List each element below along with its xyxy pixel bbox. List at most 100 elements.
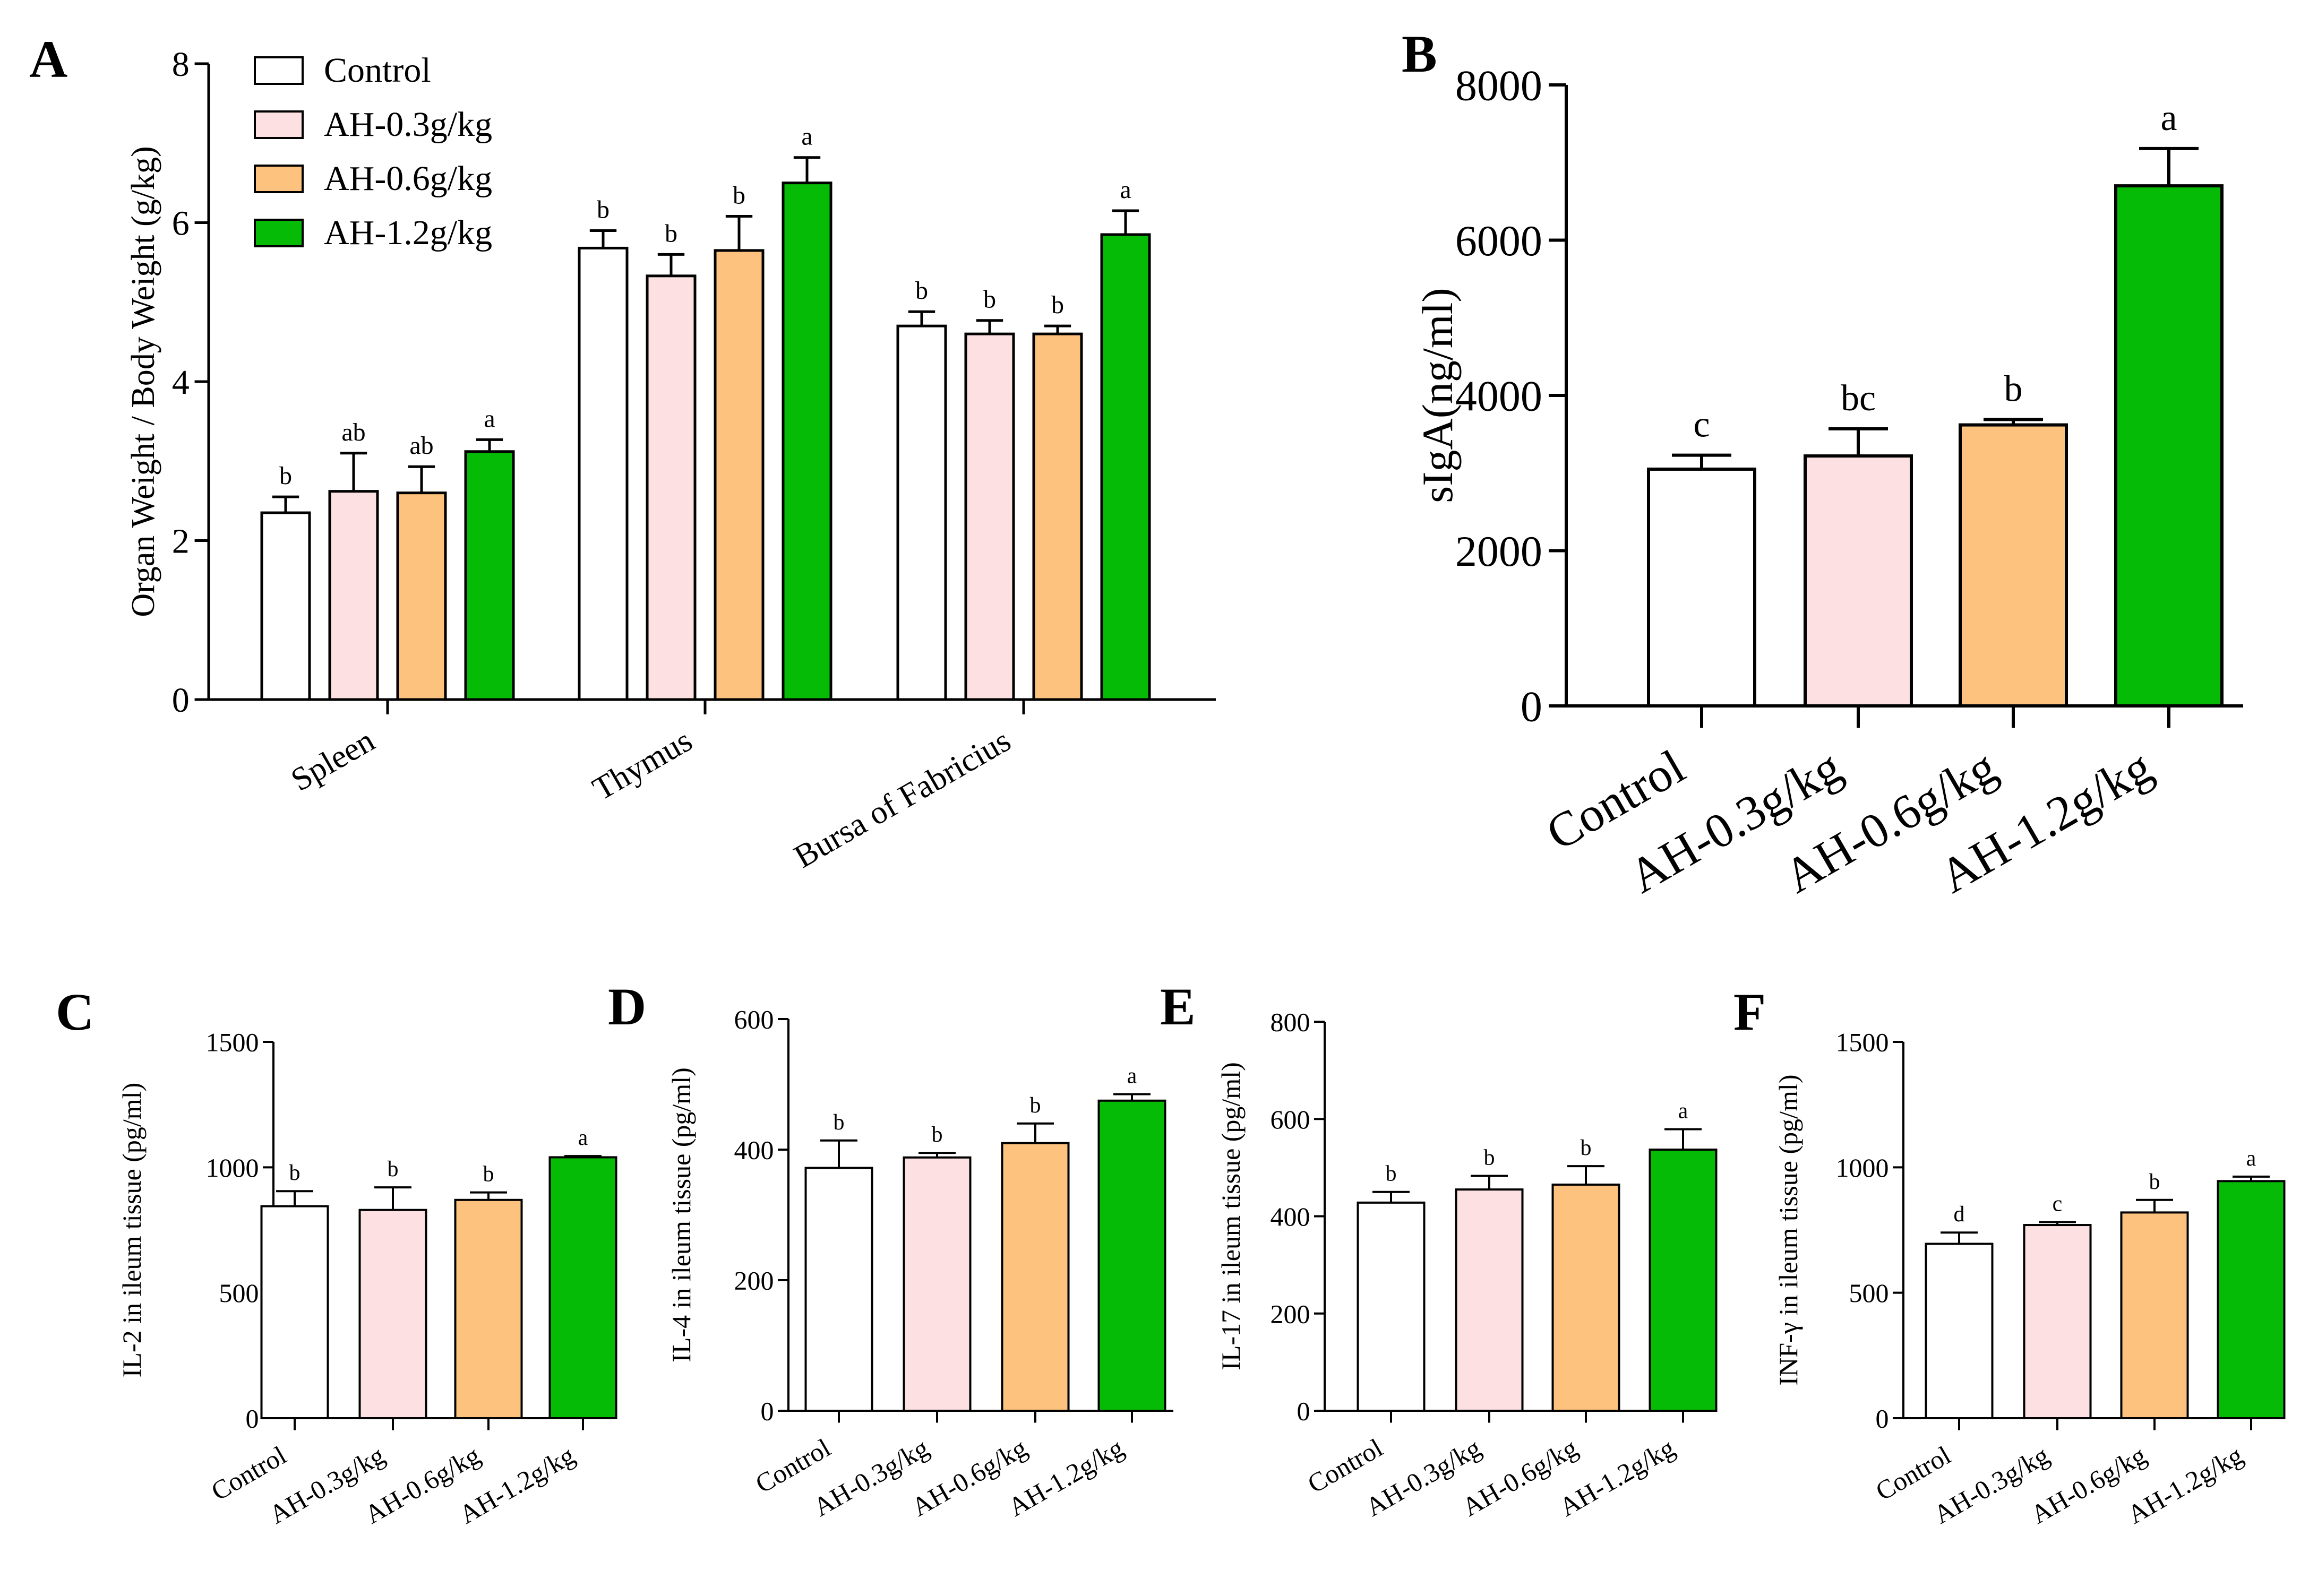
chart-C-y-axis-label: IL-2 in ileum tissue (pg/ml): [117, 1083, 147, 1377]
bar-b-ah-0-3g-kg-significance-label: bc: [1841, 378, 1876, 419]
chart-B-y-axis-label: sIgA(ng/ml): [1413, 288, 1462, 503]
chart-B-y-tick-label: 6000: [1455, 217, 1542, 265]
bar-a-spleen-ah-1-2g-kg-significance-label: a: [484, 404, 495, 433]
bar-d-control: [804, 1167, 873, 1412]
bar-e-control-significance-label: b: [1386, 1162, 1397, 1186]
bar-b-ah-1-2g-kg: [2114, 184, 2224, 708]
legend-swatch-control: [254, 56, 304, 85]
bar-a-spleen-control-significance-label: b: [279, 462, 292, 490]
legend-label-ah-0-3g-kg: AH-0.3g/kg: [324, 105, 492, 144]
bar-a-bursa-of-fabricius-ah-1-2g-kg: [1100, 233, 1151, 701]
chart-E-y-tick-label: 0: [1297, 1396, 1310, 1426]
bar-f-control: [1925, 1243, 1994, 1419]
panel-letter-c: C: [56, 982, 94, 1041]
chart-C-y-tick-label: 1500: [206, 1028, 259, 1057]
bar-a-bursa-of-fabricius-ah-0-6g-kg-significance-label: b: [1051, 291, 1064, 319]
bar-c-ah-0-6g-kg-significance-label: b: [483, 1162, 494, 1187]
bar-e-ah-0-3g-kg-significance-label: b: [1484, 1145, 1495, 1170]
bar-a-bursa-of-fabricius-ah-0-3g-kg: [964, 332, 1015, 701]
bar-c-ah-1-2g-kg: [548, 1156, 617, 1420]
chart-panel-f: 0 500 1000 1500 INF-γ in ileum tissue (pg/ml…: [1733, 982, 2286, 1530]
bar-a-bursa-of-fabricius-ah-1-2g-kg-significance-label: a: [1120, 176, 1131, 204]
bar-d-ah-1-2g-kg: [1097, 1099, 1166, 1412]
bar-a-thymus-ah-0-6g-kg-significance-label: b: [733, 182, 745, 210]
bar-f-control-significance-label: d: [1954, 1202, 1965, 1227]
bar-d-ah-0-3g-kg: [903, 1156, 972, 1412]
chart-B-y-tick-label: 8000: [1455, 62, 1542, 110]
legend-swatch-ah-0-3g-kg: [254, 110, 304, 139]
bar-d-ah-0-3g-kg-significance-label: b: [932, 1123, 943, 1147]
bar-c-ah-0-6g-kg: [454, 1198, 523, 1420]
chart-E-y-tick-label: 600: [1271, 1105, 1310, 1134]
bar-d-ah-1-2g-kg-significance-label: a: [1127, 1064, 1137, 1088]
chart-F-y-tick-label: 0: [1876, 1404, 1889, 1434]
bar-c-ah-1-2g-kg-significance-label: a: [578, 1126, 588, 1150]
bar-b-ah-0-3g-kg: [1804, 454, 1913, 708]
bar-d-ah-0-6g-kg-significance-label: b: [1030, 1093, 1041, 1118]
bar-a-thymus-control-significance-label: b: [597, 195, 610, 223]
chart-D-y-axis-label: IL-4 in ileum tissue (pg/ml): [666, 1067, 696, 1362]
bar-e-ah-1-2g-kg: [1649, 1148, 1718, 1412]
bar-d-control-significance-label: b: [834, 1110, 845, 1135]
chart-A-y-tick-label: 6: [172, 204, 190, 243]
chart-B-y-tick-label: 2000: [1455, 527, 1542, 575]
bar-a-thymus-ah-0-3g-kg-significance-label: b: [665, 219, 677, 247]
bar-a-bursa-of-fabricius-control-significance-label: b: [915, 277, 928, 305]
chart-D-y-tick-label: 0: [761, 1396, 774, 1426]
chart-D-y-tick-label: 600: [734, 1005, 774, 1034]
bar-a-spleen-ah-1-2g-kg: [464, 450, 515, 701]
bar-f-ah-1-2g-kg: [2217, 1180, 2286, 1420]
bar-c-ah-0-3g-kg-significance-label: b: [388, 1157, 399, 1181]
bar-a-bursa-of-fabricius-ah-0-3g-kg-significance-label: b: [983, 286, 996, 314]
bar-d-ah-0-6g-kg: [1001, 1142, 1070, 1412]
bar-b-ah-0-6g-kg-significance-label: b: [2004, 368, 2023, 409]
chart-F-y-tick-label: 500: [1849, 1278, 1889, 1308]
bar-e-ah-0-6g-kg: [1551, 1183, 1620, 1412]
bar-b-control-significance-label: c: [1693, 404, 1710, 445]
chart-A-y-tick-label: 4: [172, 363, 190, 402]
panel-letter-f: F: [1733, 982, 1766, 1041]
chart-B-y-tick-label: 0: [1521, 683, 1542, 731]
chart-E-y-tick-label: 200: [1271, 1299, 1310, 1328]
chart-A-y-tick-label: 2: [172, 522, 190, 561]
bar-b-control: [1647, 467, 1756, 708]
chart-E-y-axis-label: IL-17 in ileum tissue (pg/ml): [1216, 1062, 1246, 1370]
chart-C-y-tick-label: 500: [219, 1278, 259, 1308]
panel-letter-b: B: [1402, 24, 1437, 83]
legend-swatch-ah-0-6g-kg: [254, 165, 304, 193]
chart-E-y-tick-label: 800: [1271, 1007, 1310, 1037]
panel-letter-a: A: [29, 30, 67, 89]
chart-A-y-tick-label: 8: [172, 45, 190, 84]
bar-a-spleen-control: [260, 511, 311, 701]
panel-letter-d: D: [608, 977, 646, 1036]
bar-b-ah-1-2g-kg-significance-label: a: [2160, 98, 2177, 139]
bar-a-thymus-ah-1-2g-kg: [782, 182, 832, 701]
chart-D-y-tick-label: 200: [734, 1266, 774, 1296]
legend-label-ah-0-6g-kg: AH-0.6g/kg: [324, 159, 492, 198]
bar-a-bursa-of-fabricius-ah-0-6g-kg: [1032, 332, 1083, 701]
chart-E-y-tick-label: 400: [1271, 1202, 1310, 1231]
chart-F-y-tick-label: 1500: [1836, 1028, 1889, 1057]
chart-A-y-axis-label: Organ Weight / Body Weight (g/kg): [125, 146, 161, 617]
legend-label-control: Control: [324, 51, 431, 90]
bar-c-ah-0-3g-kg: [358, 1209, 427, 1420]
bar-e-ah-0-6g-kg-significance-label: b: [1581, 1136, 1592, 1160]
bar-a-spleen-ah-0-3g-kg: [328, 490, 379, 701]
panel-letter-e: E: [1160, 977, 1196, 1036]
bar-a-spleen-ah-0-6g-kg-significance-label: ab: [409, 432, 433, 460]
chart-D-y-tick-label: 400: [734, 1135, 774, 1165]
bar-b-ah-0-6g-kg: [1959, 423, 2068, 708]
chart-B-y-tick-label: 4000: [1455, 372, 1542, 420]
bar-f-ah-1-2g-kg-significance-label: a: [2246, 1146, 2256, 1171]
bar-c-control-significance-label: b: [289, 1161, 301, 1185]
bar-f-ah-0-3g-kg-significance-label: c: [2053, 1192, 2063, 1216]
chart-panel-c: 0 500 1000 1500 IL-2 in ileum tissue (pg/ml)…: [56, 982, 617, 1530]
chart-F-y-axis-label: INF-γ in ileum tissue (pg/ml): [1773, 1075, 1803, 1386]
bar-a-thymus-ah-0-6g-kg: [714, 249, 765, 701]
bar-a-bursa-of-fabricius-control: [896, 324, 947, 701]
bar-c-control: [260, 1205, 329, 1419]
legend-label-ah-1-2g-kg: AH-1.2g/kg: [324, 213, 492, 252]
bar-a-thymus-ah-1-2g-kg-significance-label: a: [801, 123, 812, 151]
bar-f-ah-0-3g-kg: [2023, 1224, 2092, 1419]
